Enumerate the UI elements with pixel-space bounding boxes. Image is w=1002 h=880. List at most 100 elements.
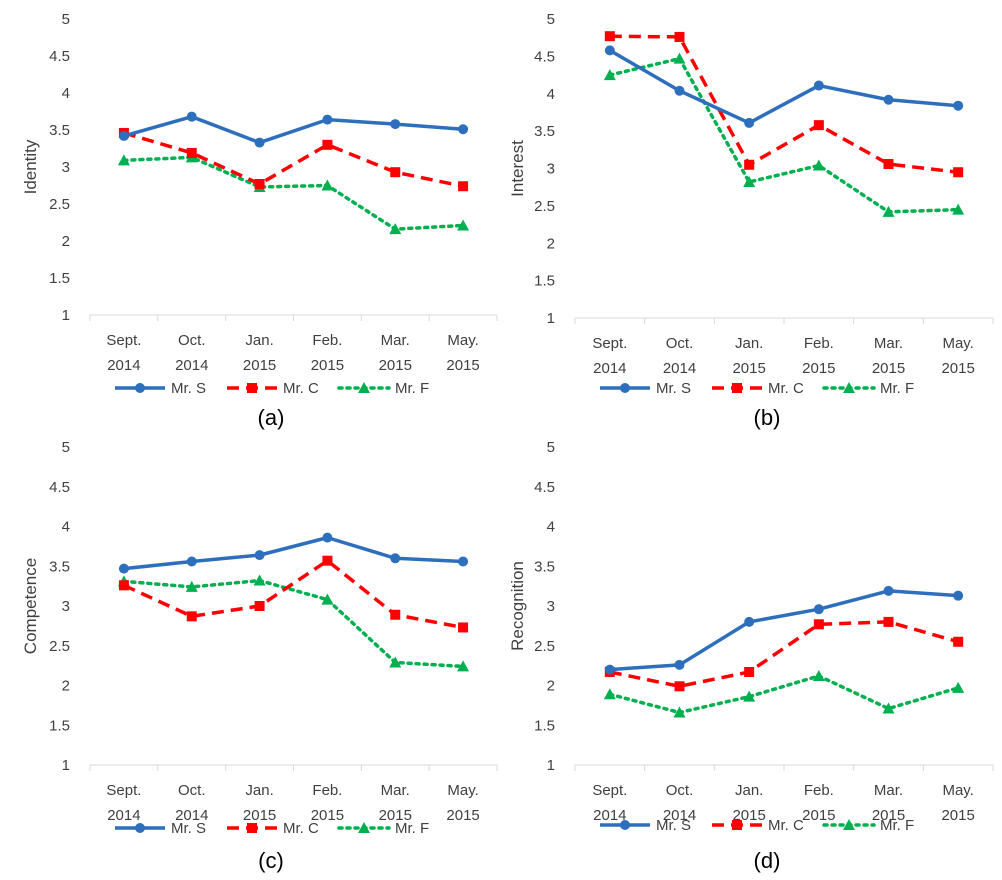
series-line-mr-c	[123, 558, 464, 630]
data-point-mr-f	[457, 660, 470, 672]
data-point-mr-s	[953, 590, 964, 601]
y-tick-label: 5	[62, 439, 70, 456]
data-point-mr-c	[390, 167, 401, 178]
y-tick-label: 3.5	[534, 558, 555, 575]
x-tick-label-year: 2015	[941, 360, 974, 377]
legend-marker-mr-c	[732, 820, 742, 830]
series-line-mr-s	[608, 48, 959, 125]
y-tick-label: 1	[547, 310, 555, 327]
panel-label: (c)	[258, 848, 284, 873]
y-tick-label: 2	[547, 235, 555, 252]
panel-label: (a)	[258, 405, 285, 430]
y-tick-label: 1.5	[49, 717, 70, 734]
series-line-mr-c	[123, 131, 464, 188]
y-tick-label: 1	[547, 757, 555, 774]
data-point-mr-c	[254, 601, 265, 611]
x-tick-label-month: Jan.	[735, 335, 763, 352]
chart-panel-d: 1 1.5 2 2.5 3 3.5 4 4.5 5 Sept. 2014 Oct. 2014 Jan. 20…	[508, 439, 994, 873]
x-tick-label-month: Sept.	[106, 782, 141, 799]
legend-label-mr-c: Mr. C	[283, 820, 319, 837]
data-point-mr-s	[186, 111, 197, 122]
y-tick-label: 1.5	[534, 717, 555, 734]
y-tick-label: 3	[62, 159, 70, 176]
x-tick-label-year: 2015	[872, 807, 905, 824]
legend-marker-mr-c	[732, 383, 742, 393]
legend-marker-mr-f	[843, 819, 855, 830]
legend-marker-mr-s	[620, 383, 630, 393]
data-point-mr-c	[118, 580, 129, 591]
y-tick-label: 3	[62, 598, 70, 615]
data-point-mr-s	[390, 553, 401, 564]
legend-marker-mr-s	[135, 383, 145, 393]
x-tick-label-month: Sept.	[106, 332, 141, 349]
data-point-mr-s	[322, 114, 333, 125]
series-line-mr-s	[123, 535, 464, 571]
legend-marker-mr-s	[135, 823, 145, 833]
y-tick-label: 1	[62, 757, 70, 774]
data-point-mr-s	[458, 556, 469, 567]
data-point-mr-s	[254, 137, 265, 148]
data-point-mr-c	[458, 181, 469, 192]
data-point-mr-c	[674, 681, 685, 692]
y-axis-label: Identity	[21, 139, 40, 194]
data-point-mr-c	[390, 609, 401, 620]
x-tick-label-month: Oct.	[178, 782, 206, 799]
y-tick-label: 4	[62, 85, 70, 102]
data-point-mr-f	[952, 681, 965, 693]
data-point-mr-c	[883, 159, 894, 170]
legend-label-mr-f: Mr. F	[880, 380, 914, 397]
y-tick-label: 2.5	[49, 638, 70, 655]
y-tick-label: 5	[547, 439, 555, 456]
x-tick-label-year: 2015	[243, 357, 276, 374]
x-tick-label-year: 2015	[311, 807, 344, 824]
x-tick-label-month: Mar.	[874, 782, 903, 799]
legend-marker-mr-f	[843, 382, 855, 393]
data-point-mr-f	[743, 690, 756, 702]
data-point-mr-s	[813, 80, 824, 91]
y-tick-label: 4	[547, 519, 555, 536]
x-tick-label-year: 2014	[175, 357, 208, 374]
x-tick-label-year: 2015	[941, 807, 974, 824]
data-point-mr-f	[952, 203, 965, 215]
series-line-mr-c	[609, 620, 959, 689]
y-tick-label: 4.5	[49, 48, 70, 65]
x-tick-label-year: 2015	[243, 807, 276, 824]
data-point-mr-c	[744, 666, 755, 677]
x-tick-label-month: May.	[447, 332, 478, 349]
data-point-mr-c	[953, 167, 964, 178]
chart-panel-a: 1 1.5 2 2.5 3 3.5 4 4.5 5 Sept. 2014 Oct. 2014 Jan. 20…	[21, 11, 498, 430]
y-tick-label: 4.5	[49, 479, 70, 496]
x-tick-label-month: Sept.	[592, 782, 627, 799]
legend-marker-mr-f	[358, 822, 370, 833]
data-point-mr-f	[185, 580, 198, 592]
data-point-mr-f	[253, 574, 266, 586]
x-tick-label-year: 2014	[593, 807, 626, 824]
y-tick-label: 3.5	[49, 558, 70, 575]
data-point-mr-s	[186, 556, 197, 567]
legend-label-mr-c: Mr. C	[768, 380, 804, 397]
chart-panel-c: 1 1.5 2 2.5 3 3.5 4 4.5 5 Sept. 2014 Oct. 2014 Jan. 20…	[21, 439, 498, 873]
x-tick-label-month: Mar.	[381, 782, 410, 799]
y-tick-label: 4	[62, 519, 70, 536]
data-point-mr-f	[117, 154, 130, 166]
x-tick-label-month: Oct.	[178, 332, 206, 349]
legend-label-mr-s: Mr. S	[171, 380, 206, 397]
x-tick-label-month: Jan.	[245, 332, 273, 349]
series-line-mr-c	[609, 34, 959, 174]
x-tick-label-year: 2014	[107, 807, 140, 824]
y-tick-label: 3	[547, 161, 555, 178]
data-point-mr-c	[744, 159, 755, 170]
y-tick-label: 3.5	[49, 122, 70, 139]
x-tick-label-year: 2015	[872, 360, 905, 377]
data-point-mr-f	[389, 223, 402, 235]
data-point-mr-f	[603, 69, 616, 81]
x-tick-label-year: 2014	[593, 360, 626, 377]
series-line-mr-s	[123, 114, 464, 145]
data-point-mr-f	[321, 179, 334, 191]
series-line-mr-f	[608, 56, 960, 214]
data-point-mr-f	[812, 159, 825, 171]
legend-label-mr-s: Mr. S	[171, 820, 206, 837]
legend-label-mr-f: Mr. F	[395, 380, 429, 397]
x-tick-label-year: 2014	[175, 807, 208, 824]
